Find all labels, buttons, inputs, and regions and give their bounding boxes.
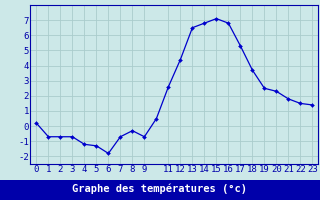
Text: Graphe des températures (°c): Graphe des températures (°c): [73, 184, 247, 194]
